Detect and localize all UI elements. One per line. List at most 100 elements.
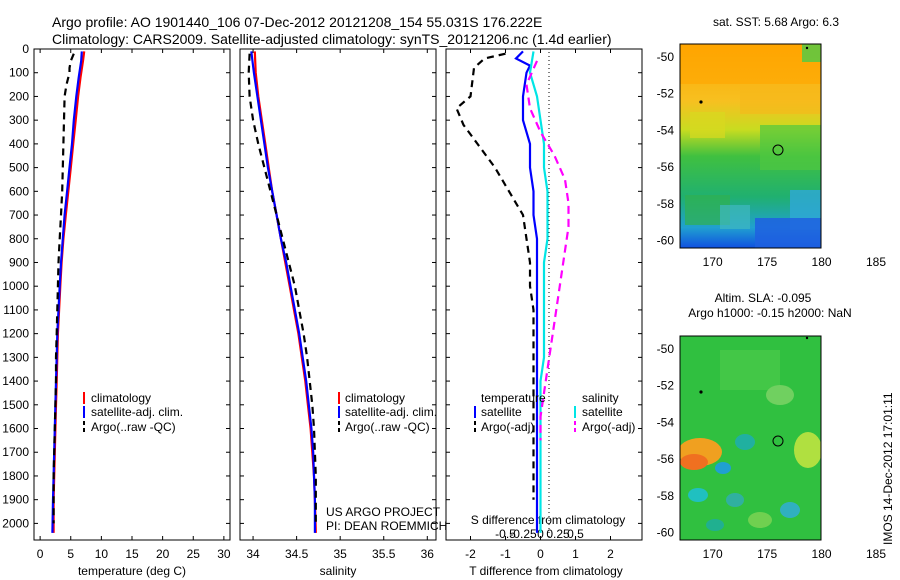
lat-tick-label: -52 (657, 87, 675, 101)
sla-map-title-line1: Altim. SLA: -0.095 (715, 291, 812, 305)
lon-tick-label: 170 (703, 547, 723, 561)
t-difference-xlabel: T difference from climatology (469, 564, 623, 578)
lat-tick-label: -54 (657, 123, 675, 137)
series-line-satellite (514, 50, 539, 533)
x-tick-label: 0 (537, 547, 544, 561)
header-title-line2: Climatology: CARS2009. Satellite-adjuste… (52, 31, 612, 47)
s-tick-label: -0.5 (495, 527, 516, 541)
temperature-xlabel: temperature (deg C) (78, 564, 186, 578)
lat-tick-label: -50 (657, 342, 675, 356)
x-tick-label: 30 (217, 547, 231, 561)
sst-map-title: sat. SST: 5.68 Argo: 6.3 (713, 15, 839, 29)
depth-tick-label: 900 (9, 255, 29, 269)
lat-tick-label: -56 (657, 160, 675, 174)
lat-tick-label: -58 (657, 197, 675, 211)
lon-tick-label: 175 (757, 255, 777, 269)
legend-label-argo: Argo(..raw -QC) (91, 420, 176, 434)
lon-tick-label: 180 (812, 255, 832, 269)
series-line-climatology (253, 51, 317, 533)
sla-map-frame (679, 335, 822, 541)
depth-tick-label: 1900 (2, 493, 29, 507)
depth-tick-label: 500 (9, 161, 29, 175)
timestamp-stamp: IMOS 14-Dec-2012 17:01:11 (881, 392, 895, 545)
depth-tick-labels: 0 100 200 300 400 500 600 700 800 900 1000 1100 1200… (2, 42, 642, 530)
s-tick-label: -0.25 (509, 527, 537, 541)
x-tick-label: 10 (95, 547, 109, 561)
x-tick-label: 2 (607, 547, 614, 561)
depth-tick-label: 200 (9, 89, 29, 103)
x-tick-label: 35 (333, 547, 347, 561)
x-tick-label: 35.5 (372, 547, 396, 561)
lon-tick-label: 180 (812, 547, 832, 561)
project-credit-line1: US ARGO PROJECT (326, 505, 441, 519)
legend-label-climatology: climatology (91, 391, 151, 405)
series-line-satellite-adj-clim- (51, 51, 83, 533)
depth-tick-label: 1300 (2, 350, 29, 364)
lat-tick-label: -50 (657, 50, 675, 64)
sst-map-frame (679, 43, 822, 249)
difference-series (455, 50, 570, 533)
x-tick-label: 36 (421, 547, 435, 561)
lon-tick-label: 175 (757, 547, 777, 561)
difference-axes (445, 48, 643, 541)
s-difference-label: S difference from climatology (471, 513, 626, 527)
depth-tick-label: 400 (9, 137, 29, 151)
series-line-climatology (52, 51, 86, 533)
s-tick-label: 0 (537, 527, 544, 541)
s-tick-label: 0.5 (567, 527, 584, 541)
legend-label-t-satellite: satellite (481, 405, 522, 419)
series-line-satellite (528, 51, 549, 533)
salinity-xtick-labels: 34 34.5 35 35.5 36 (246, 49, 434, 561)
temperature-axes (33, 48, 231, 541)
sst-island-dot (805, 46, 809, 50)
series-line-argo-adj- (455, 52, 535, 500)
sst-island-dot (699, 100, 703, 104)
temperature-series (51, 51, 86, 533)
x-tick-label: -1 (500, 547, 511, 561)
sla-island-dot (805, 336, 809, 340)
x-tick-label: -2 (465, 547, 476, 561)
sla-ytick-labels: -50 -52 -54 -56 -58 -60 (657, 342, 675, 540)
depth-tick-label: 600 (9, 184, 29, 198)
salinity-series (247, 51, 317, 533)
depth-tick-label: 700 (9, 208, 29, 222)
series-line-argo-raw-qc- (247, 53, 317, 524)
t-difference-xtick-labels: -2 -1 0 1 2 (465, 49, 614, 561)
sla-xtick-labels: 170 175 180 185 (703, 547, 887, 561)
sla-island-dot (699, 390, 703, 394)
salinity-legend: climatology satellite-adj. clim. Argo(..… (338, 391, 437, 434)
depth-tick-label: 1500 (2, 398, 29, 412)
depth-tick-label: 2000 (2, 516, 29, 530)
legend-label-satellite: satellite-adj. clim. (345, 405, 437, 419)
series-line-argo-raw-qc- (52, 53, 75, 524)
depth-tick-label: 100 (9, 66, 29, 80)
depth-tick-label: 300 (9, 113, 29, 127)
lat-tick-label: -54 (657, 415, 675, 429)
salinity-xlabel: salinity (320, 564, 357, 578)
temperature-xtick-labels: 0 5 10 15 20 25 30 (37, 49, 231, 561)
header-title-line1: Argo profile: AO 1901440_106 07-Dec-2012… (52, 14, 542, 30)
salinity-axes (239, 48, 437, 541)
depth-tick-label: 1800 (2, 469, 29, 483)
x-tick-label: 20 (156, 547, 170, 561)
legend-label-satellite: satellite-adj. clim. (91, 405, 183, 419)
x-tick-label: 15 (125, 547, 139, 561)
x-tick-label: 25 (187, 547, 201, 561)
sst-map-image (680, 44, 821, 248)
lat-tick-label: -56 (657, 452, 675, 466)
x-tick-label: 0 (37, 547, 44, 561)
legend-label-s-argo: Argo(-adj) (582, 420, 635, 434)
depth-tick-label: 0 (22, 42, 29, 56)
depth-tick-label: 1700 (2, 445, 29, 459)
depth-tick-label: 1000 (2, 279, 29, 293)
lon-tick-label: 185 (866, 547, 886, 561)
legend-header-salinity: salinity (582, 391, 619, 405)
sla-map-image (680, 336, 821, 540)
sst-xtick-labels: 170 175 180 185 (703, 255, 887, 269)
depth-tick-label: 1100 (3, 303, 29, 317)
sla-argo-marker-circle (772, 435, 784, 447)
lon-tick-label: 185 (866, 255, 886, 269)
lat-tick-label: -52 (657, 379, 675, 393)
legend-label-s-satellite: satellite (582, 405, 623, 419)
legend-header-temperature: temperature (481, 391, 546, 405)
